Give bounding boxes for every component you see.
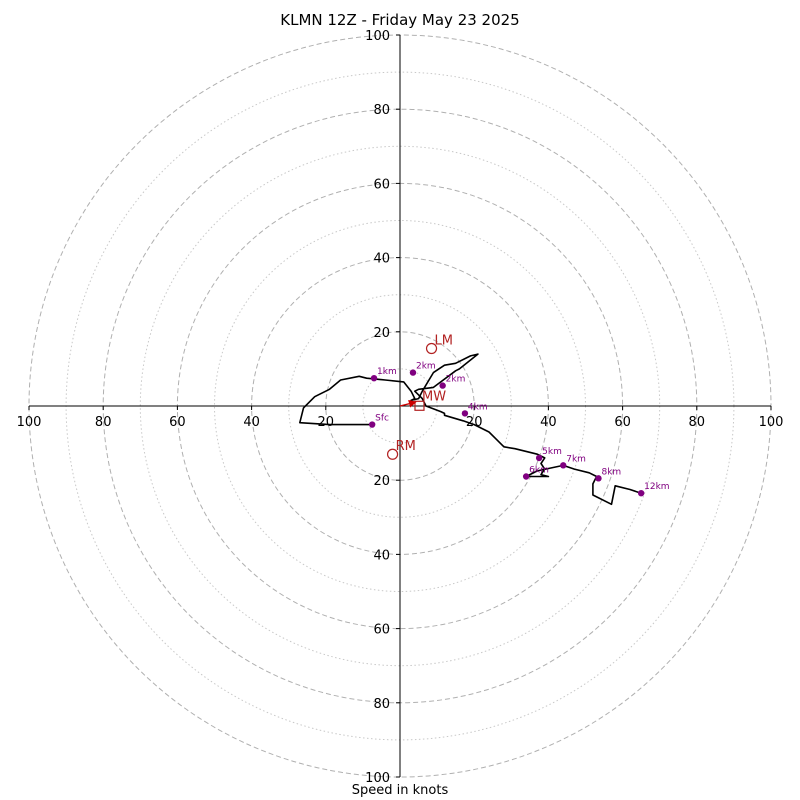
mean-wind-label: MW — [422, 389, 446, 404]
x-axis-label: Speed in knots — [351, 783, 449, 798]
y-tick-label: 20 — [373, 326, 390, 341]
right-mover-label: RM — [396, 439, 416, 454]
x-tick-label: 100 — [759, 415, 784, 430]
height-marker-label: 12km — [644, 482, 669, 492]
y-tick-label: 40 — [373, 548, 390, 563]
left-mover-label: LM — [435, 333, 453, 348]
shear-arrow — [399, 399, 417, 408]
height-marker — [595, 475, 602, 482]
height-markers: Sfc 1km 2km 2km 4km 5km 6km 7km 8km 12km — [368, 362, 670, 497]
height-marker — [535, 454, 543, 462]
y-tick-label: 80 — [373, 103, 390, 118]
height-marker — [560, 462, 567, 469]
y-tick-label: 100 — [365, 771, 390, 786]
x-tick-label: 60 — [614, 415, 631, 430]
left-mover-marker — [425, 342, 438, 355]
chart-title: KLMN 12Z - Friday May 23 2025 — [280, 11, 520, 29]
right-mover-marker — [386, 448, 399, 460]
height-marker — [409, 369, 417, 376]
height-marker-label: Sfc — [375, 414, 389, 424]
height-marker-label: 7km — [566, 454, 586, 464]
y-tick-label: 40 — [373, 252, 390, 267]
height-marker-label: 5km — [542, 447, 562, 457]
height-marker — [439, 382, 446, 389]
x-tick-label: 100 — [17, 415, 42, 430]
height-marker-label: 6km — [529, 465, 549, 475]
height-marker — [370, 374, 378, 382]
height-marker — [461, 410, 469, 417]
y-tick-label: 60 — [373, 177, 390, 192]
height-marker-label: 1km — [377, 367, 397, 377]
x-tick-label: 40 — [540, 415, 557, 430]
height-marker — [522, 473, 530, 480]
y-tick-label: 20 — [373, 474, 390, 489]
x-tick-label: 80 — [95, 415, 112, 430]
x-tick-label: 20 — [318, 415, 335, 430]
y-tick-label: 80 — [373, 697, 390, 712]
x-tick-label: 40 — [243, 415, 260, 430]
y-tick-label: 100 — [365, 29, 390, 44]
y-tick-label: 60 — [373, 623, 390, 638]
x-tick-label: 60 — [169, 415, 186, 430]
x-tick-label: 80 — [689, 415, 706, 430]
height-marker-label: 8km — [601, 467, 621, 477]
height-marker-label: 2km — [446, 375, 466, 385]
height-marker-label: 2km — [416, 362, 436, 372]
height-marker — [368, 421, 376, 428]
storm-motion-markers: LM RM MW — [386, 333, 453, 460]
height-marker — [637, 489, 645, 497]
height-marker-label: 4km — [468, 402, 488, 412]
